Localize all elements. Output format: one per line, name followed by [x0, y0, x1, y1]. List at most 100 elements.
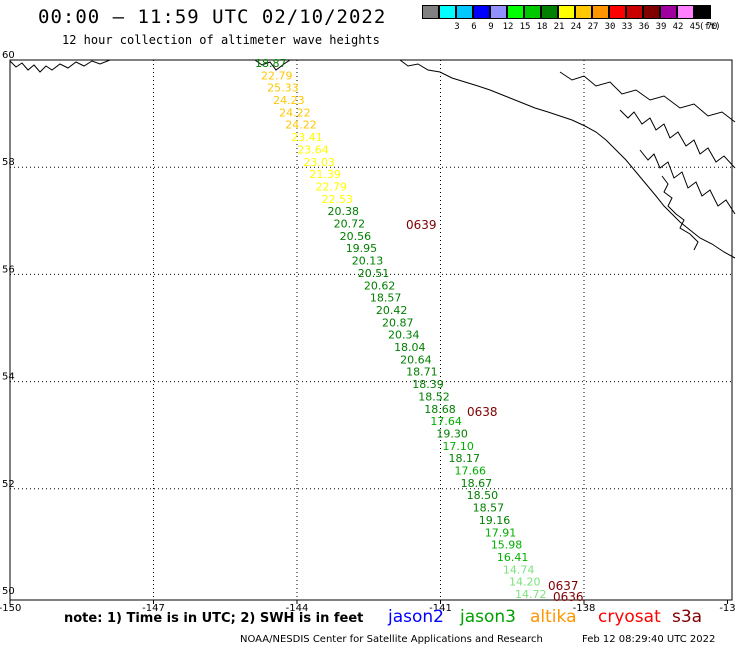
wave-height-value: 18.68	[424, 403, 456, 416]
legend-swatch	[660, 5, 677, 19]
legend-swatch	[507, 5, 524, 19]
coastline-panhandle-1	[619, 109, 736, 169]
wave-height-value: 20.42	[376, 304, 408, 317]
legend-label: 9	[488, 22, 494, 32]
wave-height-value: 20.72	[334, 218, 366, 231]
longitude-tick-label: -138	[573, 603, 596, 614]
pass-time-label: 0637	[548, 579, 579, 593]
map-title: 00:00 – 11:59 UTC 02/10/2022	[38, 6, 387, 28]
satellite-name: altika	[530, 607, 577, 627]
legend-label: 6	[471, 22, 477, 32]
legend-label: 70	[706, 22, 718, 32]
legend-unit: (ft)	[699, 22, 721, 32]
footnote: note: 1) Time is in UTC; 2) SWH is in fe…	[64, 611, 364, 626]
wave-height-value: 19.16	[479, 514, 511, 527]
legend-label: 21	[553, 22, 565, 32]
wave-height-value: 20.56	[340, 230, 372, 243]
wave-height-value: 18.52	[418, 390, 450, 403]
legend-label: 42	[672, 22, 684, 32]
lat-lon-grid: -150 -147 -144 -141 -138 -13 60 58 56 54 52 50	[0, 50, 736, 614]
wave-height-value: 23.41	[291, 131, 323, 144]
legend-swatch	[524, 5, 541, 19]
coastline-inland	[559, 71, 736, 123]
latitude-tick-label: 56	[2, 264, 15, 275]
legend-swatch	[541, 5, 558, 19]
longitude-tick-label: -150	[0, 603, 21, 614]
longitude-tick-label: -147	[142, 603, 165, 614]
credit-line: NOAA/NESDIS Center for Satellite Applica…	[240, 634, 543, 645]
legend-label: 33	[621, 22, 633, 32]
legend-label: 39	[655, 22, 667, 32]
wave-height-value: 20.13	[352, 255, 384, 268]
satellite-name: s3a	[672, 607, 703, 627]
wave-height-value: 19.30	[436, 427, 468, 440]
coastline-islands	[661, 175, 699, 251]
wave-height-value: 24.22	[279, 106, 311, 119]
latitude-tick-label: 58	[2, 157, 15, 168]
latitude-tick-label: 52	[2, 479, 15, 490]
legend-swatch	[422, 5, 439, 19]
wave-height-value: 24.22	[285, 119, 317, 132]
legend-label: 24	[570, 22, 582, 32]
wave-height-value: 23.64	[297, 143, 329, 156]
coastline-north	[9, 59, 111, 73]
legend-swatch	[456, 5, 473, 19]
legend-swatch	[575, 5, 592, 19]
legend-label: 18	[536, 22, 548, 32]
wave-height-value: 15.98	[491, 539, 523, 552]
longitude-tick-label: -144	[286, 603, 309, 614]
latitude-tick-label: 60	[2, 50, 15, 61]
longitude-tick-label: -141	[429, 603, 452, 614]
latitude-tick-label: 54	[2, 372, 15, 383]
legend-swatch	[677, 5, 694, 19]
wave-height-value: 24.23	[273, 94, 305, 107]
wave-height-value: 19.95	[346, 242, 378, 255]
wave-height-value: 22.79	[261, 69, 293, 82]
wave-height-value: 17.10	[442, 440, 474, 453]
wave-height-value: 16.41	[497, 551, 529, 564]
legend-label: 27	[587, 22, 599, 32]
wave-height-value: 18.67	[461, 477, 493, 490]
legend-swatch	[592, 5, 609, 19]
legend-swatch	[626, 5, 643, 19]
pass-time-label: 0638	[467, 405, 498, 419]
wave-height-value: 18.17	[448, 452, 480, 465]
legend-swatch	[694, 5, 711, 19]
wave-height-value: 20.64	[400, 353, 432, 366]
legend-swatch	[609, 5, 626, 19]
wave-height-value: 18.57	[370, 292, 402, 305]
wave-height-value: 17.91	[485, 526, 517, 539]
satellite-name: jason2	[388, 607, 444, 627]
wave-height-value: 18.87	[255, 57, 287, 70]
wave-height-value: 20.62	[364, 279, 396, 292]
longitude-tick-label: -13	[719, 603, 735, 614]
wave-height-value: 18.57	[473, 502, 505, 515]
legend-swatch	[643, 5, 660, 19]
alaska-coastline	[9, 59, 736, 259]
legend-label: 45	[689, 22, 701, 32]
wave-height-value: 20.34	[388, 329, 420, 342]
legend-swatch	[473, 5, 490, 19]
wave-height-value: 18.39	[412, 378, 444, 391]
legend-label: 15	[519, 22, 531, 32]
wave-height-value: 18.04	[394, 341, 426, 354]
wave-height-value: 20.38	[328, 205, 360, 218]
map-frame	[9, 59, 733, 601]
wave-height-value: 18.50	[467, 489, 499, 502]
legend-swatch	[490, 5, 507, 19]
wave-height-value: 21.39	[309, 168, 341, 181]
legend-label: 3	[454, 22, 460, 32]
wave-height-value: 20.51	[358, 267, 390, 280]
pass-time-label: 0639	[406, 218, 437, 232]
wave-height-value: 20.87	[382, 316, 414, 329]
wave-height-value: 14.74	[503, 563, 535, 576]
wave-height-value: 18.71	[406, 366, 438, 379]
wave-height-value: 17.64	[430, 415, 462, 428]
legend-label: 36	[638, 22, 650, 32]
coastline-gulf	[399, 59, 736, 259]
pass-time-label: 0636	[553, 590, 584, 604]
wave-height-value: 14.20	[509, 576, 541, 589]
legend-label: 30	[604, 22, 616, 32]
